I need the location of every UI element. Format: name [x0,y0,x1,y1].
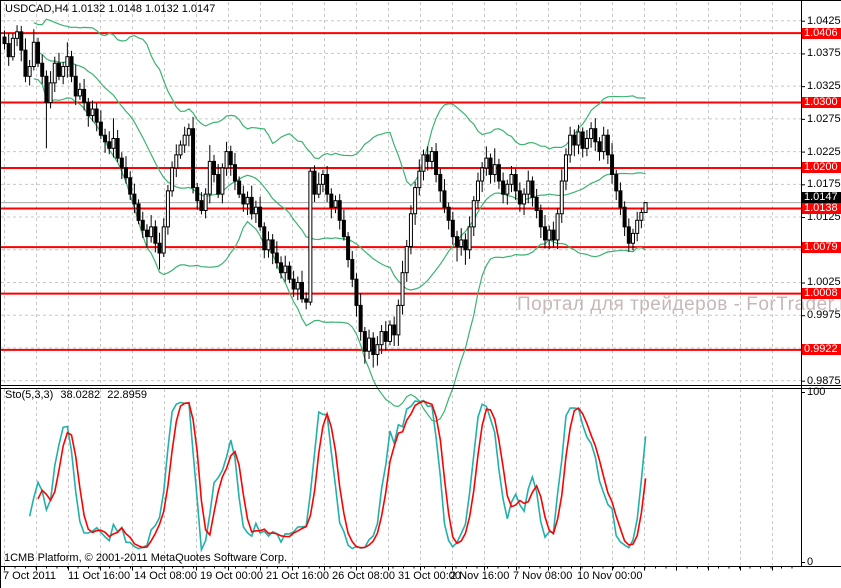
time-tick-label: 7 Nov 08:00 [513,570,573,582]
price-level-badge: 1.0300 [802,97,841,108]
price-level-badge: 1.0406 [802,27,841,39]
stochastic-name: Sto(5,3,3) [5,389,54,401]
time-tick-label: 11 Oct 16:00 [68,570,131,582]
time-tick-label: 26 Oct 08:00 [332,570,395,582]
watermark: Портал для трейдеров - ForTrader.ru [517,294,841,315]
time-tick-label: 2 Nov 16:00 [450,570,510,582]
time-tick-label: 21 Oct 16:00 [266,570,329,582]
price-tick-label: 1.0325 [807,80,841,93]
time-tick-label: 10 Nov 00:00 [577,570,643,582]
time-tick-label: 14 Oct 08:00 [134,570,197,582]
price-tick-label: 0.9875 [807,374,841,387]
price-level-badge: 0.9922 [802,344,841,356]
price-tick-label: 1.0125 [807,211,841,224]
price-tick-label: 1.0225 [807,145,841,158]
stochastic-main-value: 38.0282 [60,389,101,401]
price-tick-label: 1.0175 [807,178,841,191]
time-tick-label: 31 Oct 00:00 [398,570,461,582]
stochastic-label: Sto(5,3,3) 38.0282 22.8959 [5,390,151,401]
price-tick-label: 1.0025 [807,276,841,289]
price-level-badge: 1.0200 [802,162,841,174]
price-level-badge: 1.0008 [802,288,841,300]
price-level-badge: 1.0138 [802,203,841,215]
time-tick-label: 7 Oct 2011 [3,570,56,582]
current-price-badge: 1.0147 [802,192,841,204]
chart-title: USDCAD,H4 1.0132 1.0148 1.0132 1.0147 [5,4,215,15]
price-tick-label: 1.0425 [807,14,841,27]
price-tick-label: 0 [807,556,814,568]
price-tick-label: 100 [807,386,826,398]
price-tick-label: 1.0375 [807,47,841,60]
time-tick-label: 19 Oct 00:00 [200,570,263,582]
stochastic-signal-value: 22.8959 [107,389,147,401]
chart-symbol-period: USDCAD,H4 [5,3,69,15]
platform-credit: 1CMB Platform, © 2001-2011 MetaQuotes So… [4,552,288,564]
price-level-badge: 1.0079 [802,241,841,253]
chart-quote-line: 1.0132 1.0148 1.0132 1.0147 [71,3,216,15]
price-tick-label: 0.9975 [807,309,841,322]
price-tick-label: 1.0275 [807,112,841,125]
